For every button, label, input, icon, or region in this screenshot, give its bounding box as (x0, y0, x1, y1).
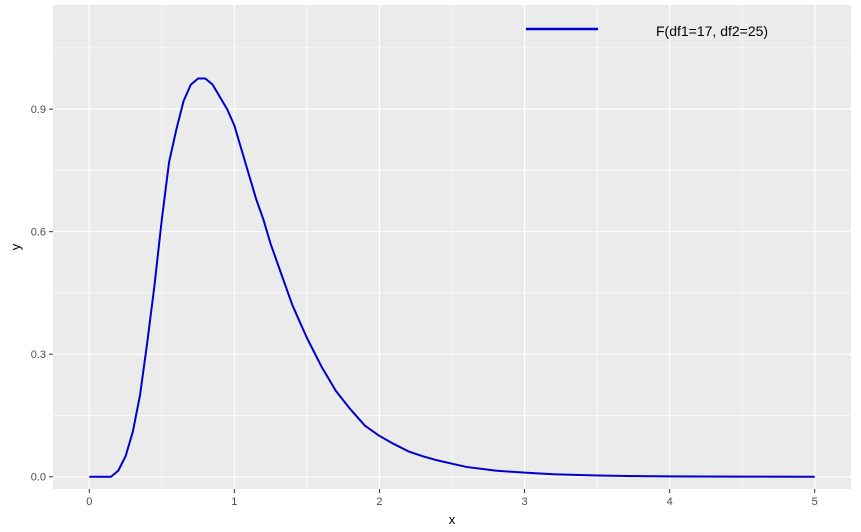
x-axis: 0 1 2 3 4 5 (86, 489, 818, 508)
y-tick-label: 0.3 (31, 349, 46, 361)
x-tick-label: 2 (376, 496, 382, 508)
series-layer (89, 77, 815, 478)
x-tick-label: 4 (667, 496, 673, 508)
legend-label: F(df1=17, df2=25) (656, 23, 768, 39)
grid-minor (53, 5, 851, 489)
x-tick-label: 5 (812, 496, 818, 508)
y-tick-label: 0.6 (31, 227, 46, 239)
x-tick-label: 0 (86, 496, 92, 508)
series-line (89, 77, 815, 478)
x-tick-label: 3 (521, 496, 527, 508)
y-axis-title: y (8, 243, 23, 250)
x-tick-label: 1 (231, 496, 237, 508)
legend: F(df1=17, df2=25) (526, 23, 768, 39)
grid-major (53, 5, 851, 489)
y-tick-label: 0.0 (31, 472, 46, 484)
y-tick-label: 0.9 (31, 104, 46, 116)
y-axis: 0.0 0.3 0.6 0.9 (31, 104, 53, 484)
x-axis-title: x (449, 512, 456, 527)
